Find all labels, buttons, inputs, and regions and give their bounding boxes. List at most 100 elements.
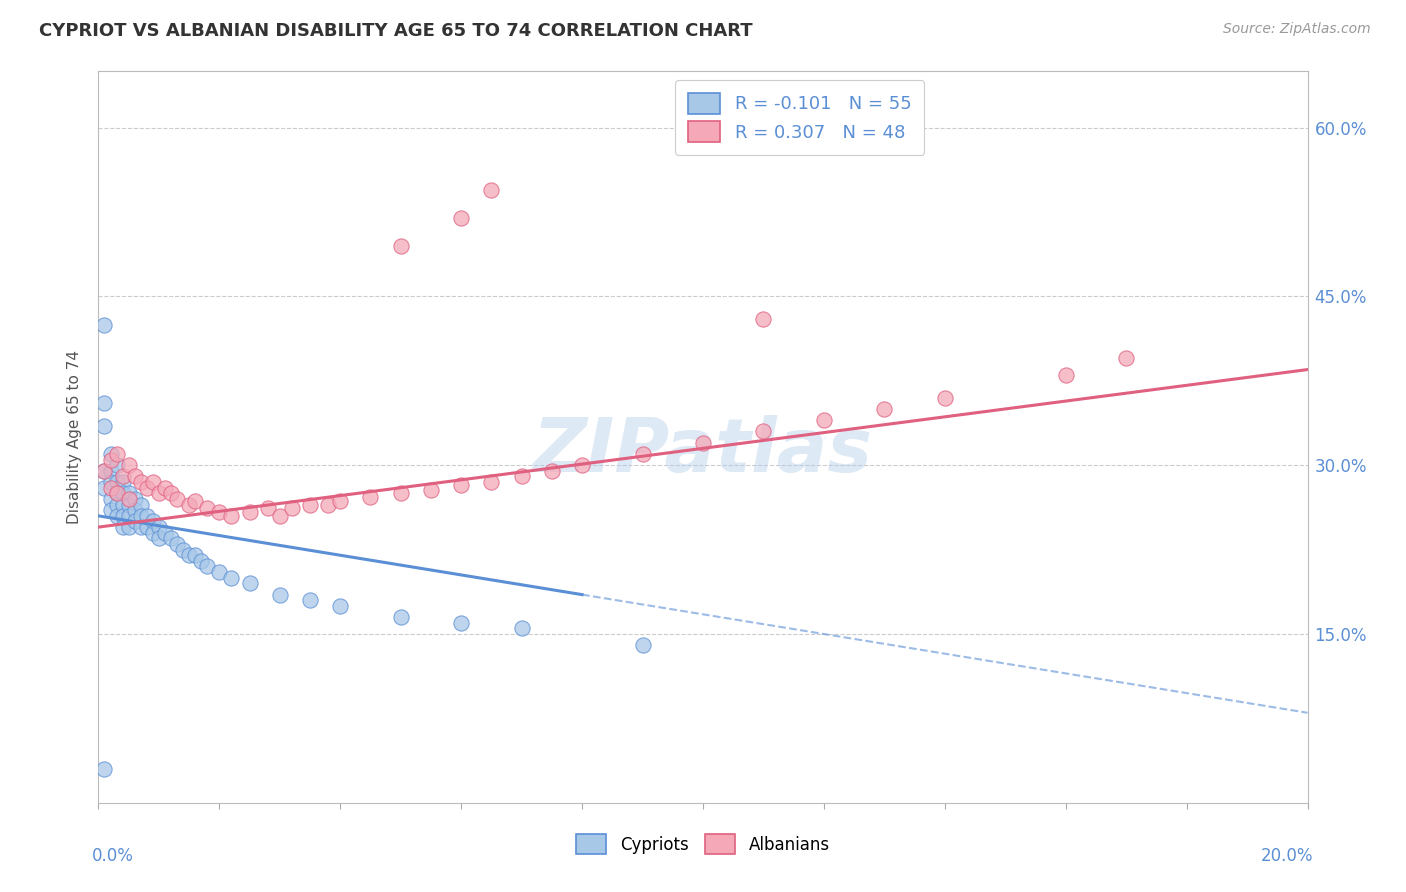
Point	[100, 452, 122, 467]
Point	[389, 486, 412, 500]
Point	[631, 447, 654, 461]
Point	[118, 520, 141, 534]
Point	[329, 599, 352, 613]
Point	[93, 762, 115, 776]
Point	[256, 500, 278, 515]
Point	[111, 475, 134, 489]
Point	[299, 498, 322, 512]
Point	[111, 520, 134, 534]
Point	[281, 500, 304, 515]
Point	[93, 464, 115, 478]
Point	[118, 491, 141, 506]
Point	[105, 486, 128, 500]
Point	[813, 413, 835, 427]
Point	[153, 525, 176, 540]
Point	[450, 211, 472, 225]
Point	[100, 475, 122, 489]
Point	[510, 469, 533, 483]
Point	[129, 498, 152, 512]
Point	[142, 475, 165, 489]
Point	[269, 588, 291, 602]
Point	[540, 464, 562, 478]
Point	[93, 481, 115, 495]
Point	[93, 418, 115, 433]
Point	[184, 548, 207, 562]
Point	[93, 396, 115, 410]
Point	[100, 464, 122, 478]
Point	[148, 486, 170, 500]
Point	[129, 520, 152, 534]
Point	[481, 182, 503, 196]
Point	[752, 312, 775, 326]
Point	[208, 565, 231, 579]
Point	[105, 458, 128, 473]
Point	[934, 391, 956, 405]
Point	[111, 486, 134, 500]
Point	[481, 475, 503, 489]
Point	[118, 508, 141, 523]
Text: ZIPatlas: ZIPatlas	[533, 415, 873, 488]
Text: CYPRIOT VS ALBANIAN DISABILITY AGE 65 TO 74 CORRELATION CHART: CYPRIOT VS ALBANIAN DISABILITY AGE 65 TO…	[39, 22, 754, 40]
Point	[239, 576, 262, 591]
Point	[160, 532, 183, 546]
Point	[153, 481, 176, 495]
Point	[166, 537, 188, 551]
Point	[160, 486, 183, 500]
Point	[631, 638, 654, 652]
Point	[184, 494, 207, 508]
Point	[135, 508, 157, 523]
Point	[111, 498, 134, 512]
Point	[105, 486, 128, 500]
Point	[111, 508, 134, 523]
Point	[142, 525, 165, 540]
Point	[450, 615, 472, 630]
Point	[752, 425, 775, 439]
Point	[195, 559, 218, 574]
Point	[118, 486, 141, 500]
Point	[111, 469, 134, 483]
Point	[142, 515, 165, 529]
Point	[190, 554, 212, 568]
Point	[269, 508, 291, 523]
Point	[692, 435, 714, 450]
Point	[1115, 351, 1137, 366]
Point	[148, 532, 170, 546]
Point	[105, 447, 128, 461]
Point	[316, 498, 339, 512]
Point	[129, 508, 152, 523]
Legend: Cypriots, Albanians: Cypriots, Albanians	[569, 828, 837, 860]
Point	[118, 458, 141, 473]
Point	[118, 498, 141, 512]
Point	[179, 548, 201, 562]
Point	[93, 318, 115, 332]
Point	[124, 503, 146, 517]
Point	[100, 447, 122, 461]
Point	[1054, 368, 1077, 383]
Point	[105, 475, 128, 489]
Point	[221, 508, 243, 523]
Point	[172, 542, 194, 557]
Point	[208, 506, 231, 520]
Point	[124, 469, 146, 483]
Point	[195, 500, 218, 515]
Point	[100, 503, 122, 517]
Y-axis label: Disability Age 65 to 74: Disability Age 65 to 74	[67, 350, 83, 524]
Point	[389, 610, 412, 624]
Point	[329, 494, 352, 508]
Point	[93, 464, 115, 478]
Point	[873, 401, 896, 416]
Point	[571, 458, 593, 473]
Point	[105, 508, 128, 523]
Point	[135, 481, 157, 495]
Point	[148, 520, 170, 534]
Point	[510, 621, 533, 635]
Point	[299, 593, 322, 607]
Point	[389, 239, 412, 253]
Point	[135, 520, 157, 534]
Point	[124, 515, 146, 529]
Text: 0.0%: 0.0%	[93, 847, 134, 864]
Point	[450, 478, 472, 492]
Point	[360, 490, 382, 504]
Point	[100, 481, 122, 495]
Point	[420, 483, 443, 497]
